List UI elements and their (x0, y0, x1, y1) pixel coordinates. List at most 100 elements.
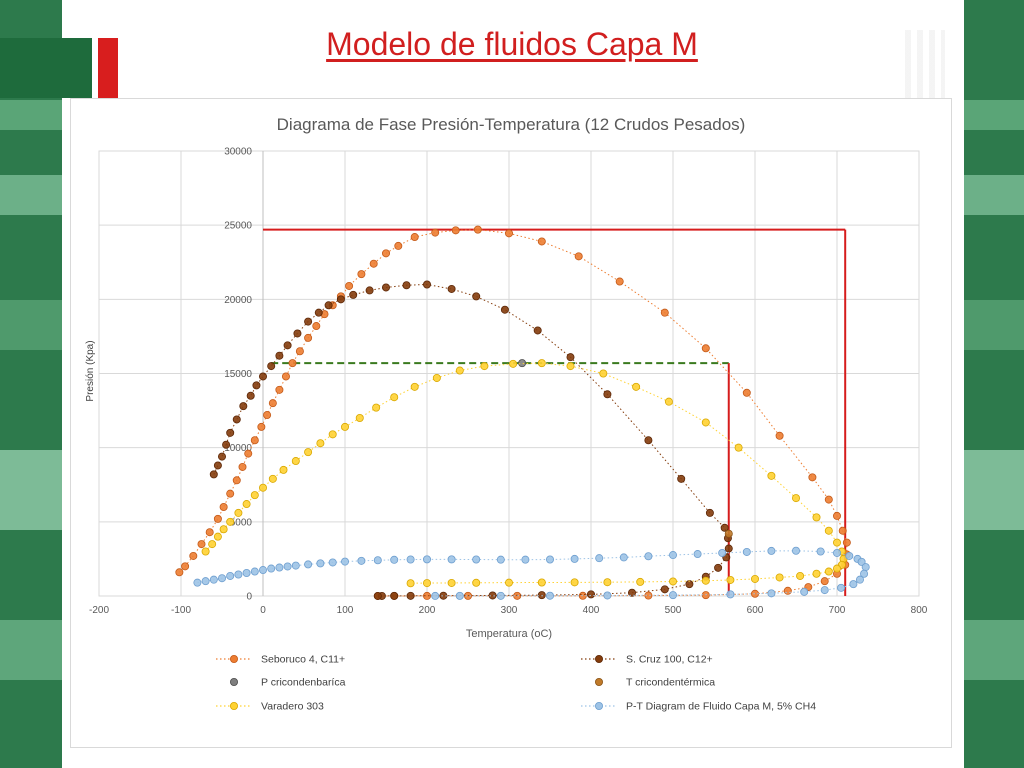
data-point (234, 570, 243, 579)
data-point (197, 540, 206, 549)
data-point (239, 402, 248, 411)
data-point (250, 567, 259, 576)
data-point (275, 385, 284, 394)
data-point (504, 229, 513, 238)
data-point (664, 397, 673, 406)
series-1 (175, 225, 851, 600)
data-point (422, 591, 431, 600)
data-point (860, 569, 869, 578)
data-point (521, 555, 530, 564)
data-point (824, 567, 833, 576)
y-tick-label: 15000 (224, 369, 252, 380)
legend-label: S. Cruz 100, C12+ (626, 654, 713, 666)
data-point (291, 457, 300, 466)
data-point (518, 359, 527, 368)
y-tick-label: 0 (246, 592, 252, 603)
data-point (566, 362, 575, 371)
data-point (705, 508, 714, 517)
data-point (566, 353, 575, 362)
data-point (644, 591, 653, 600)
data-point (537, 591, 546, 600)
data-point (213, 532, 222, 541)
data-point (734, 443, 743, 452)
legend-marker (595, 655, 604, 664)
data-point (472, 578, 481, 587)
data-point (355, 413, 364, 422)
series-line (197, 550, 867, 597)
legend-item: Seboruco 4, C11+ (216, 654, 345, 666)
data-point (767, 546, 776, 555)
data-point (267, 362, 276, 371)
data-point (275, 563, 284, 572)
data-point (268, 474, 277, 483)
data-point (291, 561, 300, 570)
data-point (324, 301, 333, 310)
data-point (570, 578, 579, 587)
data-point (767, 471, 776, 480)
data-point (861, 563, 870, 572)
logo-red-block (98, 38, 118, 98)
data-point (496, 555, 505, 564)
data-point (628, 588, 637, 597)
data-point (820, 577, 829, 586)
data-point (432, 373, 441, 382)
data-point (431, 228, 440, 237)
data-point (783, 586, 792, 595)
data-point (369, 259, 378, 268)
data-point (496, 591, 505, 600)
data-point (480, 362, 489, 371)
data-point (181, 562, 190, 571)
logo-green-block (0, 38, 92, 98)
data-point (244, 449, 253, 458)
data-point (603, 578, 612, 587)
data-point (669, 591, 678, 600)
data-point (833, 564, 842, 573)
data-point (312, 322, 321, 331)
data-point (669, 551, 678, 560)
y-tick-label: 25000 (224, 221, 252, 232)
data-point (288, 359, 297, 368)
data-point (636, 577, 645, 586)
data-point (775, 573, 784, 582)
data-point (603, 390, 612, 399)
series-line (179, 229, 848, 597)
data-point (726, 590, 735, 599)
data-point (219, 502, 228, 511)
data-point (340, 557, 349, 566)
data-point (718, 548, 727, 557)
data-point (219, 525, 228, 534)
y-tick-label: 20000 (224, 295, 252, 306)
data-point (304, 560, 313, 569)
data-point (263, 411, 272, 420)
legend-marker (229, 678, 238, 687)
data-point (767, 589, 776, 598)
data-point (372, 403, 381, 412)
data-point (833, 538, 842, 547)
data-point (232, 476, 241, 485)
data-point (816, 547, 825, 556)
y-tick-label: 10000 (224, 443, 252, 454)
data-point (849, 580, 858, 589)
x-tick-label: 700 (829, 605, 846, 616)
data-point (833, 511, 842, 520)
x-axis-label: Temperatura (oC) (466, 628, 552, 640)
data-point (537, 578, 546, 587)
data-point (295, 347, 304, 356)
data-point (283, 341, 292, 350)
data-point (812, 513, 821, 522)
data-point (349, 290, 358, 299)
data-point (472, 555, 481, 564)
data-point (250, 491, 259, 500)
data-point (447, 555, 456, 564)
data-point (796, 571, 805, 580)
data-point (238, 462, 247, 471)
data-point (500, 305, 509, 314)
data-point (279, 465, 288, 474)
data-point (373, 556, 382, 565)
data-point (267, 564, 276, 573)
data-point (406, 579, 415, 588)
data-point (410, 382, 419, 391)
series-6 (193, 546, 870, 600)
data-point (660, 585, 669, 594)
data-point (726, 575, 735, 584)
